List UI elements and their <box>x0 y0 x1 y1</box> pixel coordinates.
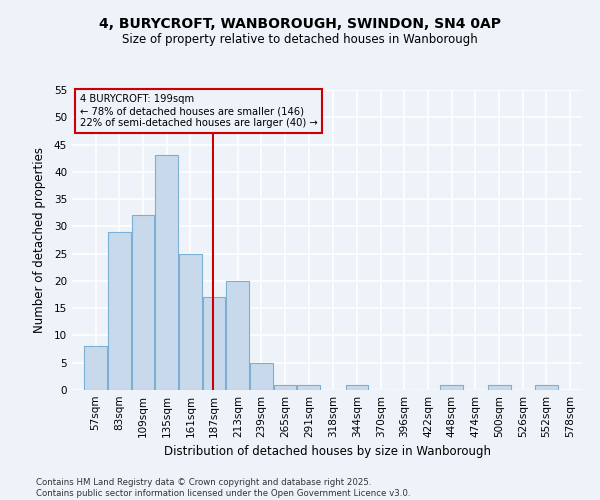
Text: 4, BURYCROFT, WANBOROUGH, SWINDON, SN4 0AP: 4, BURYCROFT, WANBOROUGH, SWINDON, SN4 0… <box>99 18 501 32</box>
Bar <box>298 384 320 390</box>
Bar <box>108 232 131 390</box>
Bar <box>179 254 202 390</box>
Bar <box>84 346 107 390</box>
Bar <box>535 384 558 390</box>
Bar <box>346 384 368 390</box>
Bar <box>155 156 178 390</box>
Text: Size of property relative to detached houses in Wanborough: Size of property relative to detached ho… <box>122 32 478 46</box>
Text: 4 BURYCROFT: 199sqm
← 78% of detached houses are smaller (146)
22% of semi-detac: 4 BURYCROFT: 199sqm ← 78% of detached ho… <box>80 94 317 128</box>
Y-axis label: Number of detached properties: Number of detached properties <box>32 147 46 333</box>
Bar <box>274 384 296 390</box>
Bar <box>226 281 249 390</box>
Text: Contains HM Land Registry data © Crown copyright and database right 2025.
Contai: Contains HM Land Registry data © Crown c… <box>36 478 410 498</box>
Bar <box>131 216 154 390</box>
Bar <box>250 362 273 390</box>
Bar <box>440 384 463 390</box>
X-axis label: Distribution of detached houses by size in Wanborough: Distribution of detached houses by size … <box>163 446 491 458</box>
Bar <box>488 384 511 390</box>
Bar <box>203 298 226 390</box>
